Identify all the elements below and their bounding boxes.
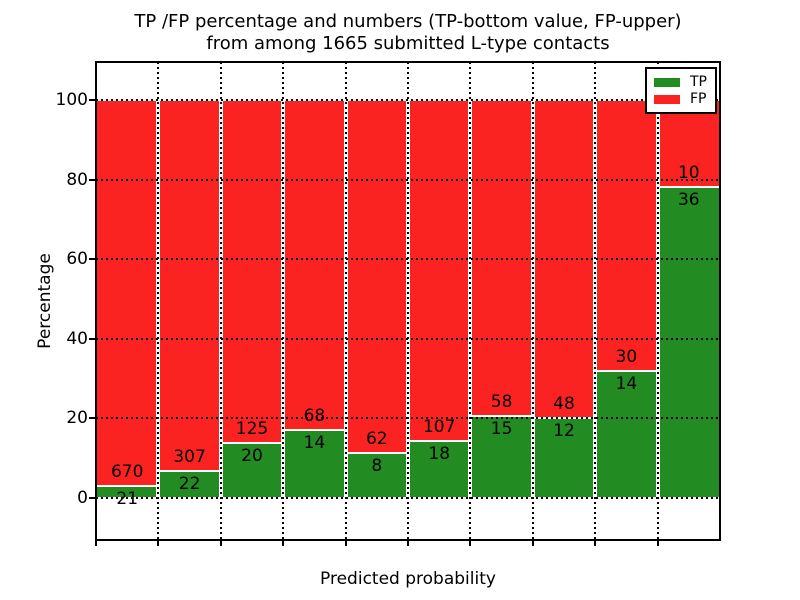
fp-bar-segment bbox=[96, 100, 159, 486]
tp-legend-swatch bbox=[654, 78, 680, 87]
gridline-x bbox=[407, 62, 409, 540]
gridline-y bbox=[96, 99, 720, 101]
tp-count-label: 22 bbox=[178, 474, 201, 495]
tp-bar-segment bbox=[532, 418, 596, 498]
x-tick-mark bbox=[407, 540, 409, 546]
y-tick-mark bbox=[89, 497, 95, 499]
fp-count-label: 30 bbox=[615, 347, 638, 368]
gridline-x bbox=[469, 62, 472, 540]
tp-count-label: 36 bbox=[677, 189, 700, 210]
gridline-x bbox=[531, 62, 534, 540]
gridline-y bbox=[96, 497, 720, 499]
y-tick-mark bbox=[89, 258, 95, 261]
gridline-x bbox=[344, 62, 347, 540]
fp-bar-segment bbox=[283, 100, 346, 431]
x-tick-mark bbox=[531, 540, 534, 546]
x-tick-mark bbox=[344, 540, 347, 546]
fp-count-label: 62 bbox=[365, 428, 388, 449]
gridline-x bbox=[219, 62, 222, 540]
tp-count-label: 15 bbox=[490, 419, 513, 440]
fp-count-label: 125 bbox=[235, 419, 269, 440]
y-tick-mark bbox=[89, 417, 95, 420]
fp-count-label: 10 bbox=[677, 162, 700, 183]
gridline-y bbox=[96, 417, 720, 420]
fp-bar-segment bbox=[595, 100, 658, 372]
fp-bar-segment bbox=[408, 100, 471, 441]
fp-count-label: 68 bbox=[303, 406, 326, 427]
x-axis-label: Predicted probability bbox=[320, 569, 496, 589]
gridline-y bbox=[96, 258, 720, 261]
x-tick-mark bbox=[469, 540, 472, 546]
gridline-x bbox=[594, 62, 597, 540]
fp-count-label: 48 bbox=[553, 394, 575, 415]
legend: TP FP bbox=[645, 67, 717, 114]
y-tick-mark bbox=[89, 178, 95, 181]
fp-count-label: 670 bbox=[110, 461, 144, 482]
fp-bar-segment bbox=[220, 100, 284, 444]
tp-count-label: 8 bbox=[371, 455, 383, 476]
fp-bar-segment bbox=[158, 100, 221, 472]
x-tick-mark bbox=[594, 540, 597, 546]
tp-count-label: 18 bbox=[428, 443, 451, 464]
tp-bar-segment bbox=[657, 186, 720, 498]
fp-count-label: 58 bbox=[490, 392, 513, 413]
y-tick-mark bbox=[89, 337, 95, 340]
fp-legend-swatch bbox=[654, 95, 680, 104]
chart-title-line2: from among 1665 submitted L-type contact… bbox=[206, 33, 610, 54]
y-tick-label: 0 bbox=[77, 488, 88, 508]
legend-label: FP bbox=[690, 91, 707, 107]
legend-row: TP bbox=[654, 74, 715, 91]
x-tick-mark bbox=[656, 540, 659, 546]
gridline-x bbox=[157, 62, 160, 540]
tp-bar-segment bbox=[408, 440, 471, 498]
x-tick-mark bbox=[95, 540, 97, 546]
gridline-x bbox=[282, 62, 285, 540]
tp-count-label: 20 bbox=[241, 446, 263, 467]
gridline-x bbox=[656, 62, 659, 540]
tp-count-label: 21 bbox=[116, 488, 139, 509]
y-tick-label: 80 bbox=[66, 169, 88, 190]
fp-bar-segment bbox=[345, 100, 408, 453]
gridline-y bbox=[96, 337, 720, 340]
tp-bar-segment bbox=[470, 416, 533, 498]
fp-count-label: 307 bbox=[173, 447, 206, 468]
y-tick-label: 60 bbox=[66, 249, 88, 270]
y-tick-label: 100 bbox=[55, 90, 88, 110]
x-tick-mark bbox=[282, 540, 285, 546]
y-tick-mark bbox=[89, 99, 95, 101]
fp-count-label: 107 bbox=[422, 416, 456, 437]
chart-title: TP /FP percentage and numbers (TP-bottom… bbox=[96, 11, 720, 55]
chart-title-line1: TP /FP percentage and numbers (TP-bottom… bbox=[134, 11, 682, 32]
y-tick-label: 40 bbox=[66, 328, 88, 349]
tp-count-label: 12 bbox=[553, 421, 575, 442]
fp-bar-segment bbox=[657, 100, 720, 187]
x-tick-mark bbox=[219, 540, 222, 546]
legend-row: FP bbox=[654, 91, 715, 108]
gridline-y bbox=[96, 178, 720, 181]
x-tick-mark bbox=[157, 540, 160, 546]
y-tick-label: 20 bbox=[66, 408, 88, 429]
tp-count-label: 14 bbox=[615, 374, 638, 395]
legend-label: TP bbox=[690, 74, 707, 90]
tp-bar-segment bbox=[158, 471, 221, 498]
tp-count-label: 14 bbox=[303, 433, 326, 454]
